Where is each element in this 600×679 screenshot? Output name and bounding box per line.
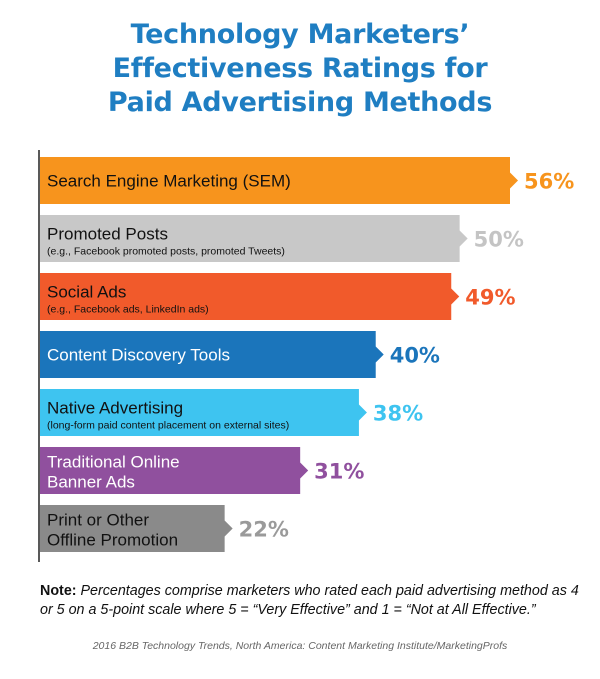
bar-row: Search Engine Marketing (SEM) 56%	[40, 157, 574, 204]
data-label: 22%	[239, 518, 289, 542]
data-label: 49%	[465, 286, 515, 310]
bar-label: Content Discovery Tools	[47, 346, 230, 365]
chart-title-line-3: Paid Advertising Methods	[107, 87, 493, 118]
data-label: 38%	[373, 402, 423, 426]
chart-title-line-1: Technology Marketers’	[130, 19, 470, 50]
note-text: Percentages comprise marketers who rated…	[40, 583, 579, 618]
data-label: 50%	[474, 228, 524, 252]
bar	[40, 215, 468, 262]
data-label: 31%	[314, 460, 364, 484]
bar-sublabel: (long-form paid content placement on ext…	[47, 420, 289, 432]
bar-row: Social Ads (e.g., Facebook ads, LinkedIn …	[40, 273, 516, 320]
bar-label: Native Advertising	[47, 399, 183, 418]
bar	[40, 389, 367, 436]
bar-label: Search Engine Marketing (SEM)	[47, 172, 291, 191]
bar-label: Traditional Online	[47, 453, 180, 472]
bar-sublabel: (e.g., Facebook ads, LinkedIn ads)	[47, 304, 209, 316]
bar	[40, 331, 384, 378]
bar-label: Social Ads	[47, 283, 126, 302]
bar-row: Promoted Posts (e.g., Facebook promoted p…	[40, 215, 524, 262]
data-label: 40%	[390, 344, 440, 368]
bar	[40, 273, 460, 320]
footnote: Note: Percentages comprise marketers who…	[40, 582, 580, 620]
bar-row: Content Discovery Tools 40%	[40, 331, 440, 378]
chart-title: Technology Marketers’ Effectiveness Rati…	[0, 18, 600, 120]
data-label: 56%	[524, 170, 574, 194]
bar	[40, 447, 309, 494]
bars-group: Search Engine Marketing (SEM) 56%Promoted…	[40, 157, 574, 552]
bar-row: Native Advertising (long-form paid conten…	[40, 389, 423, 436]
bar-sublabel: (e.g., Facebook promoted posts, promoted…	[47, 246, 285, 258]
bar-label: Promoted Posts	[47, 225, 168, 244]
bar-label: Print or Other	[47, 511, 149, 530]
chart-title-line-2: Effectiveness Ratings for	[112, 53, 488, 84]
bar-label: Banner Ads	[47, 473, 135, 492]
note-label: Note:	[40, 583, 77, 599]
source-citation: 2016 B2B Technology Trends, North Americ…	[92, 640, 508, 652]
bar	[40, 157, 518, 204]
bar-label: Offline Promotion	[47, 531, 178, 550]
bar	[40, 505, 233, 552]
